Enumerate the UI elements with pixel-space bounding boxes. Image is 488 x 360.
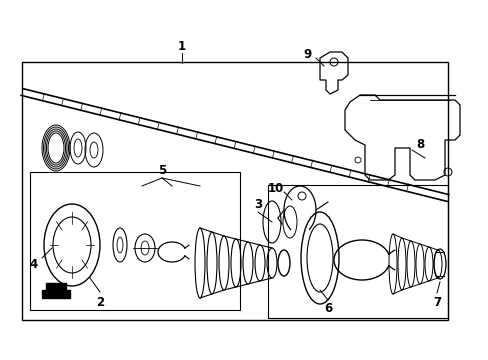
Bar (46, 283, 66, 290)
Bar (42, 290, 70, 298)
Bar (22, 62, 447, 320)
Text: 5: 5 (158, 165, 166, 177)
Text: 6: 6 (323, 302, 331, 315)
Text: 7: 7 (432, 296, 440, 309)
Text: 8: 8 (415, 138, 423, 150)
Text: 2: 2 (96, 296, 104, 309)
Text: 3: 3 (253, 198, 262, 211)
Text: 4: 4 (30, 257, 38, 270)
Bar (30, 172, 240, 310)
Bar (267, 185, 447, 318)
Text: 10: 10 (267, 181, 284, 194)
Text: 9: 9 (303, 48, 311, 60)
Text: 1: 1 (178, 40, 185, 53)
